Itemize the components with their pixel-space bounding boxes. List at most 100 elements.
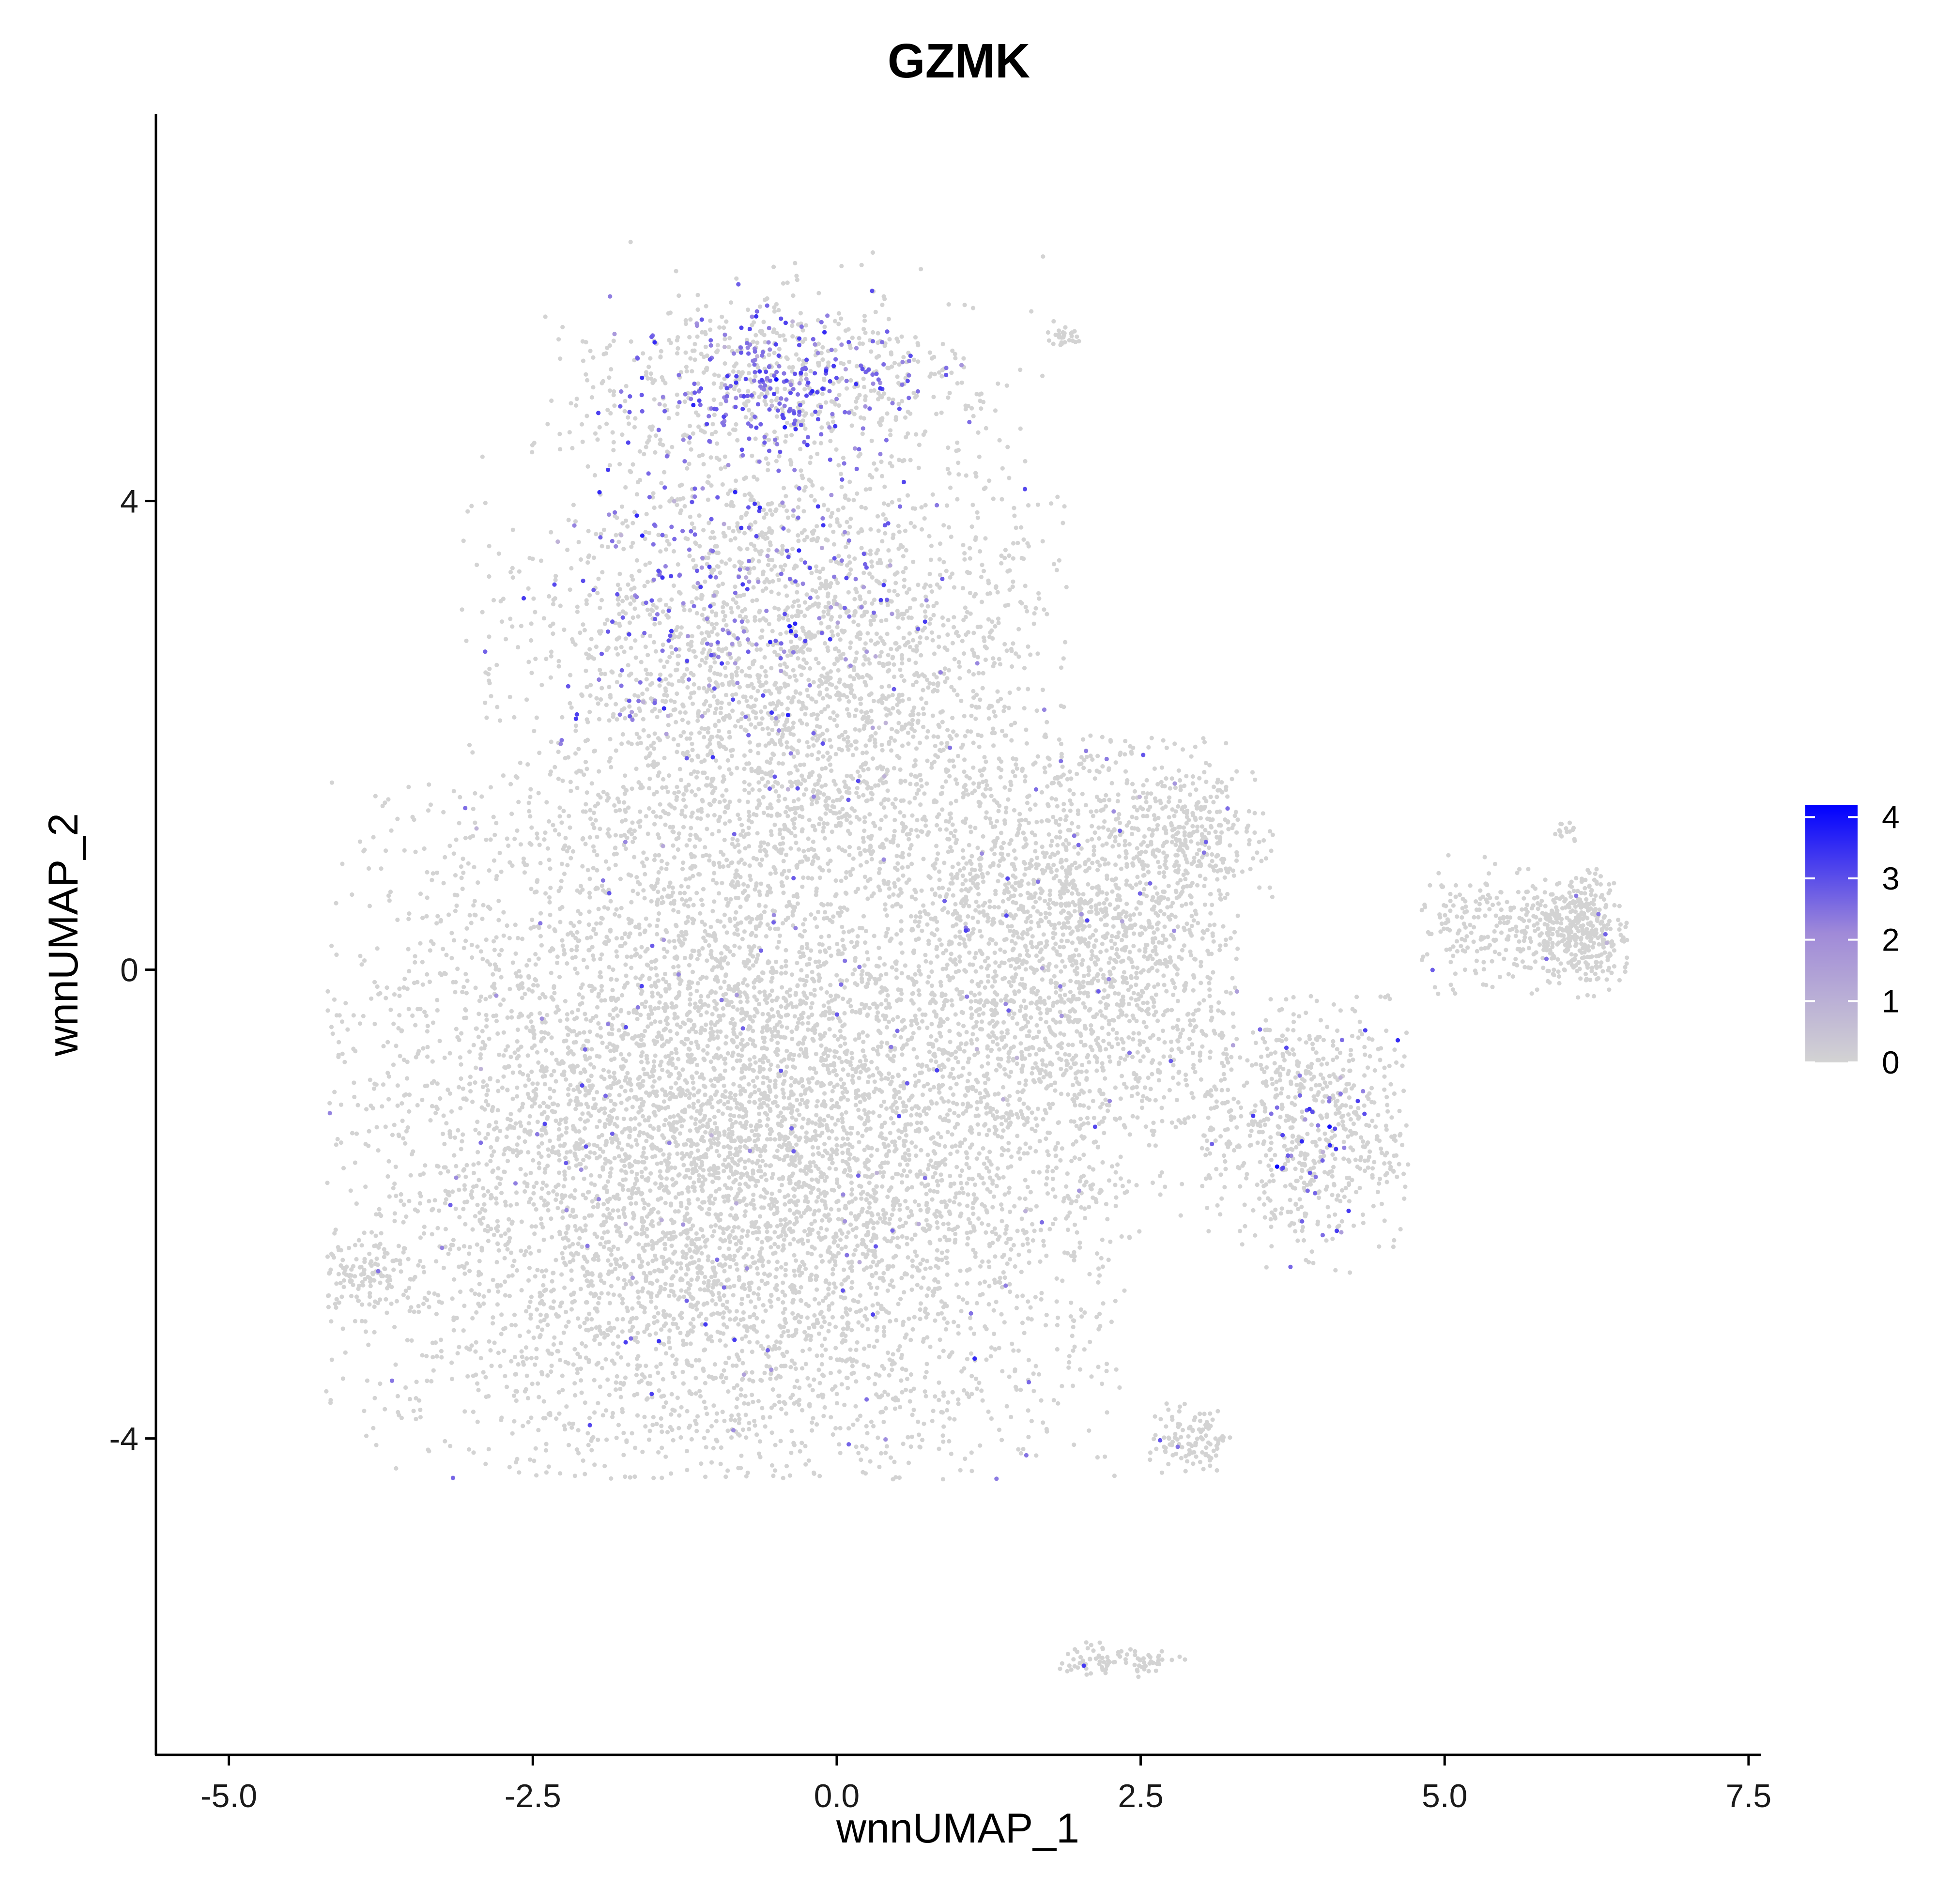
cell-point	[1009, 1247, 1014, 1252]
cell-point	[443, 1201, 447, 1206]
cell-point	[724, 1034, 729, 1039]
cell-point	[788, 1365, 793, 1369]
cell-point	[696, 1177, 702, 1182]
cell-point	[538, 1039, 544, 1044]
cell-point	[521, 856, 526, 861]
cell-point	[328, 1397, 333, 1403]
cell-point	[727, 1309, 732, 1314]
cell-point	[646, 1024, 650, 1029]
cell-point	[799, 1047, 803, 1052]
cell-point	[918, 1317, 922, 1321]
cell-point	[613, 1076, 617, 1081]
cell-point	[1088, 1339, 1092, 1344]
cell-point	[982, 1161, 986, 1166]
cell-point	[730, 1363, 735, 1368]
cell-point	[730, 1229, 735, 1234]
cell-point	[1114, 1195, 1119, 1200]
cell-point	[695, 1062, 700, 1067]
cell-point	[554, 1192, 559, 1197]
cell-point	[389, 1301, 394, 1306]
cell-point	[716, 1170, 721, 1175]
cell-point	[806, 875, 811, 880]
cell-point	[678, 978, 683, 983]
cell-point	[930, 863, 935, 868]
cell-point	[764, 1236, 769, 1241]
cell-point	[583, 1196, 588, 1200]
cell-point	[459, 1031, 464, 1036]
cell-point	[467, 1269, 472, 1274]
cell-point	[596, 1021, 601, 1026]
cell-point	[760, 1240, 765, 1244]
cell-point	[847, 1307, 853, 1312]
cell-point	[836, 1244, 841, 1248]
cell-point	[1118, 1154, 1123, 1159]
cell-point	[600, 1041, 605, 1045]
cell-point	[1023, 1082, 1028, 1087]
cell-point	[884, 1444, 889, 1449]
cell-point	[686, 1046, 691, 1051]
cell-point	[786, 868, 792, 873]
cell-point	[653, 1305, 659, 1310]
cell-point	[746, 1293, 751, 1298]
cell-point	[425, 1024, 430, 1029]
cell-point	[876, 1010, 880, 1015]
cell-point	[831, 1281, 837, 1286]
cell-point	[790, 1334, 795, 1338]
cell-point	[1039, 1290, 1044, 1295]
cell-point	[654, 1257, 659, 1262]
cell-point	[747, 966, 752, 971]
cell-point	[959, 1010, 964, 1014]
cell-point	[695, 1271, 700, 1275]
cell-point	[830, 1386, 835, 1392]
cell-point	[868, 1218, 873, 1223]
cell-point	[1050, 1169, 1055, 1174]
cell-point	[401, 1250, 406, 1255]
cell-point	[777, 933, 782, 938]
cell-point	[661, 1230, 665, 1235]
cell-point	[443, 1439, 447, 1443]
cell-point	[606, 1321, 611, 1325]
cell-point	[686, 1286, 691, 1291]
cell-point	[921, 1258, 925, 1262]
cell-point	[737, 945, 742, 950]
cell-point	[897, 1475, 902, 1480]
cell-point	[736, 843, 741, 847]
cell-point	[907, 1152, 912, 1157]
cell-point	[659, 1059, 664, 1064]
cell-point	[776, 794, 781, 798]
cell-point	[910, 991, 916, 996]
cell-point	[912, 888, 917, 892]
cell-point	[980, 1398, 985, 1403]
cell-point	[716, 1290, 721, 1296]
cell-point	[797, 1385, 802, 1390]
cell-point	[890, 1139, 895, 1144]
cell-point	[802, 1035, 807, 1040]
cell-point	[902, 1290, 907, 1295]
cell-point	[414, 1055, 418, 1059]
cell-point	[761, 1319, 766, 1324]
cell-point	[713, 990, 718, 995]
cell-point	[905, 1235, 909, 1240]
cell-point	[655, 1161, 660, 1166]
cell-point	[751, 1068, 755, 1073]
cell-point	[1038, 1259, 1043, 1264]
cell-point	[584, 1153, 589, 1158]
cell-point	[473, 1349, 478, 1354]
cell-point	[909, 1185, 914, 1190]
cell-point	[655, 1293, 660, 1298]
cell-point	[669, 1412, 674, 1417]
cell-point	[395, 1394, 400, 1398]
cell-point	[992, 1124, 997, 1129]
cell-point	[860, 1444, 865, 1449]
cell-point	[962, 1049, 967, 1054]
cell-point	[387, 1194, 392, 1199]
cell-point	[1011, 933, 1016, 938]
cell-point	[537, 843, 542, 847]
cell-point	[544, 1048, 549, 1053]
cell-point	[753, 934, 758, 938]
cell-point	[540, 1327, 545, 1332]
cell-point	[857, 925, 862, 931]
cell-point	[634, 952, 639, 956]
cell-point	[518, 1167, 523, 1171]
cell-point	[775, 1064, 780, 1069]
